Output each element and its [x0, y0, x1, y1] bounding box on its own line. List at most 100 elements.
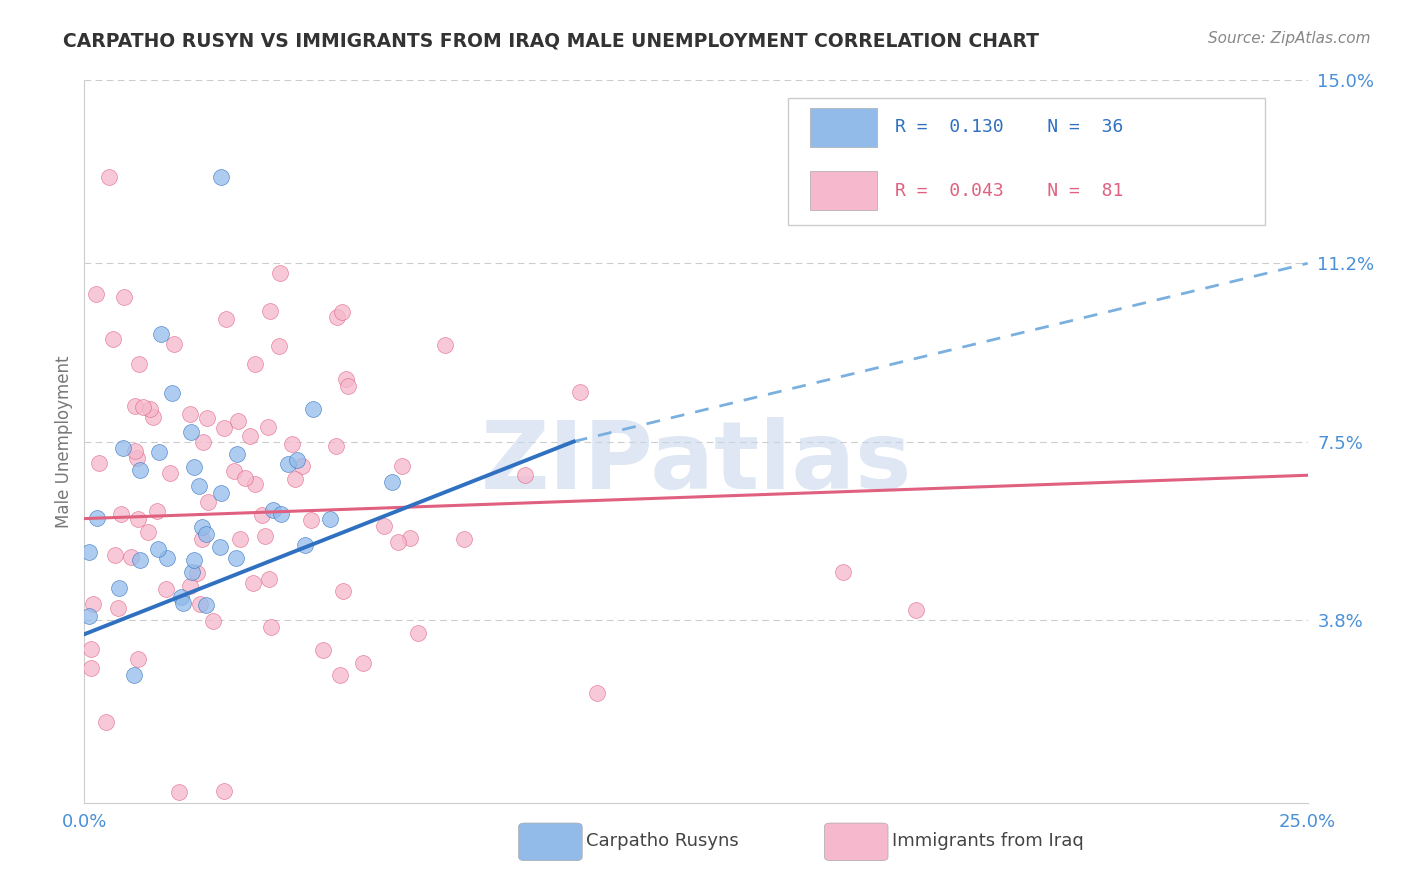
- Point: [245, 357, 267, 371]
- Point: [180, 565, 202, 579]
- Point: [585, 686, 607, 700]
- Point: [197, 495, 219, 509]
- Text: Source: ZipAtlas.com: Source: ZipAtlas.com: [1208, 31, 1371, 46]
- Point: [191, 520, 214, 534]
- Point: [80, 642, 103, 657]
- Point: [381, 475, 404, 489]
- Point: [127, 512, 149, 526]
- Point: [222, 464, 245, 478]
- Point: [229, 532, 252, 546]
- Point: [77, 609, 100, 624]
- Text: Carpatho Rusyns: Carpatho Rusyns: [586, 832, 738, 850]
- Point: [281, 437, 304, 451]
- Point: [162, 386, 184, 401]
- Text: Immigrants from Iraq: Immigrants from Iraq: [891, 832, 1084, 850]
- Point: [193, 435, 215, 450]
- Point: [245, 477, 267, 491]
- Point: [318, 511, 340, 525]
- Point: [373, 519, 395, 533]
- Point: [269, 339, 291, 353]
- Point: [257, 573, 280, 587]
- Point: [330, 304, 353, 318]
- Point: [398, 531, 420, 545]
- Text: R =  0.043    N =  81: R = 0.043 N = 81: [896, 182, 1123, 200]
- Point: [332, 584, 354, 599]
- Point: [568, 385, 591, 400]
- Point: [239, 429, 262, 443]
- Point: [107, 600, 129, 615]
- Point: [188, 479, 211, 493]
- Point: [352, 657, 374, 671]
- Point: [111, 441, 134, 455]
- Point: [391, 458, 413, 473]
- Point: [194, 599, 217, 613]
- Point: [142, 409, 165, 424]
- Point: [129, 553, 152, 567]
- Point: [270, 507, 292, 521]
- Point: [145, 504, 167, 518]
- Point: [125, 450, 148, 465]
- Point: [212, 784, 235, 798]
- Point: [302, 401, 325, 416]
- Point: [103, 332, 125, 346]
- Point: [163, 337, 186, 351]
- Point: [183, 460, 205, 475]
- FancyBboxPatch shape: [787, 98, 1265, 225]
- Point: [257, 419, 280, 434]
- Point: [335, 371, 357, 385]
- Point: [190, 597, 212, 611]
- Point: [209, 541, 232, 555]
- Point: [186, 566, 208, 581]
- Point: [156, 550, 179, 565]
- Point: [149, 326, 172, 341]
- Point: [209, 169, 232, 184]
- Text: ZIPatlas: ZIPatlas: [481, 417, 911, 509]
- Point: [201, 614, 224, 628]
- Point: [209, 485, 232, 500]
- Point: [325, 438, 347, 452]
- Point: [253, 529, 276, 543]
- Point: [124, 444, 146, 458]
- Point: [212, 421, 235, 435]
- Point: [406, 626, 429, 640]
- Point: [97, 169, 120, 184]
- Point: [155, 582, 177, 596]
- Point: [132, 400, 155, 414]
- Point: [194, 526, 217, 541]
- Point: [453, 533, 475, 547]
- Point: [326, 310, 349, 324]
- Point: [299, 513, 322, 527]
- Point: [242, 576, 264, 591]
- Point: [103, 548, 125, 562]
- Point: [513, 468, 536, 483]
- Y-axis label: Male Unemployment: Male Unemployment: [55, 355, 73, 528]
- Point: [434, 338, 457, 352]
- Point: [148, 542, 170, 557]
- FancyBboxPatch shape: [519, 823, 582, 861]
- Point: [122, 668, 145, 682]
- FancyBboxPatch shape: [810, 108, 877, 147]
- Point: [337, 378, 360, 392]
- Point: [127, 652, 149, 666]
- Point: [170, 590, 193, 604]
- Point: [287, 453, 309, 467]
- Point: [259, 304, 281, 318]
- Point: [179, 579, 201, 593]
- Point: [294, 538, 316, 552]
- Point: [905, 603, 928, 617]
- Point: [180, 425, 202, 439]
- Point: [120, 550, 142, 565]
- Point: [110, 508, 132, 522]
- Point: [124, 399, 146, 413]
- Point: [252, 508, 274, 523]
- Point: [159, 466, 181, 480]
- Point: [128, 358, 150, 372]
- Text: CARPATHO RUSYN VS IMMIGRANTS FROM IRAQ MALE UNEMPLOYMENT CORRELATION CHART: CARPATHO RUSYN VS IMMIGRANTS FROM IRAQ M…: [63, 31, 1039, 50]
- Point: [82, 598, 104, 612]
- Point: [284, 472, 307, 486]
- Point: [225, 550, 247, 565]
- Point: [172, 596, 194, 610]
- Point: [214, 312, 236, 326]
- FancyBboxPatch shape: [824, 823, 889, 861]
- Point: [195, 411, 218, 425]
